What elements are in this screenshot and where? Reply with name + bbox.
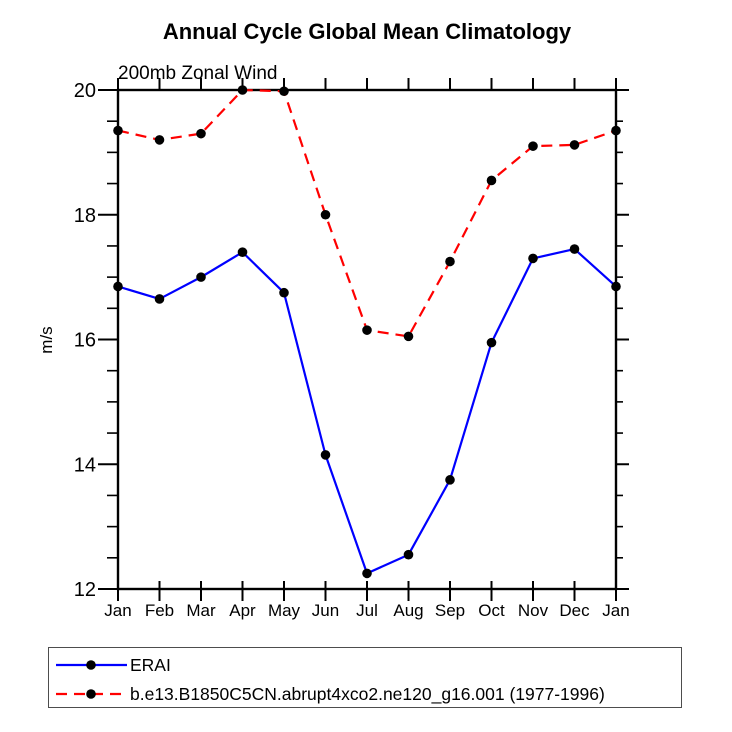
data-point-marker: [237, 85, 248, 95]
legend-item-erai: ERAI: [55, 655, 171, 675]
chart-subtitle: 200mb Zonal Wind: [118, 63, 277, 84]
legend-marker-dot-icon: [86, 660, 96, 670]
x-tick-label: Dec: [559, 601, 590, 620]
data-markers: [113, 85, 621, 579]
data-point-marker: [528, 141, 538, 151]
x-tick-label: Oct: [478, 601, 505, 620]
x-tick-label: Jul: [356, 601, 378, 620]
axis-tick-labels: Jan Feb Mar Apr May Jun Jul Aug Sep Oct Nov Dec Jan 1…: [74, 80, 630, 620]
data-point-marker: [611, 125, 621, 136]
data-point-marker: [320, 450, 331, 460]
chart-title: Annual Cycle Global Mean Climatology: [163, 19, 572, 44]
data-point-marker: [113, 281, 123, 292]
axes-frame: [98, 78, 629, 601]
legend-line-sample-solid-icon: [56, 660, 127, 670]
data-point-marker: [486, 175, 497, 186]
data-point-marker: [403, 549, 414, 560]
x-tick-label: Apr: [229, 601, 256, 620]
data-point-marker: [154, 135, 165, 145]
plot-frame: [116, 88, 618, 591]
data-point-marker: [362, 325, 372, 335]
data-point-marker: [320, 209, 331, 220]
legend-marker-dot-icon: [86, 689, 96, 699]
data-point-marker: [486, 337, 497, 348]
x-tick-label: Jan: [104, 601, 131, 620]
data-point-marker: [445, 475, 455, 485]
data-point-marker: [528, 253, 538, 264]
legend-box: ERAI b.e13.B1850C5CN.abrupt4xco2.ne120_g…: [48, 647, 682, 708]
series-line-1: [117, 88, 617, 338]
legend-label-erai: ERAI: [130, 654, 171, 675]
data-point-marker: [113, 125, 123, 136]
data-point-marker: [569, 244, 580, 254]
x-tick-label: Aug: [393, 601, 423, 620]
x-tick-label: Sep: [435, 601, 465, 620]
data-point-marker: [611, 281, 621, 292]
x-tick-label: May: [268, 601, 301, 620]
data-point-marker: [237, 247, 248, 257]
y-tick-label: 20: [74, 80, 96, 102]
x-tick-label: Feb: [145, 601, 174, 620]
data-point-marker: [569, 140, 580, 150]
y-axis-label: m/s: [37, 326, 56, 353]
y-tick-label: 14: [74, 454, 96, 476]
data-point-marker: [154, 294, 165, 304]
data-point-marker: [403, 331, 414, 342]
x-tick-label: Mar: [186, 601, 216, 620]
data-point-marker: [196, 272, 206, 282]
y-tick-label: 18: [74, 205, 96, 227]
data-point-marker: [362, 568, 372, 579]
y-tick-label: 12: [74, 579, 96, 601]
data-point-marker: [445, 256, 455, 267]
legend-item-model: b.e13.B1850C5CN.abrupt4xco2.ne120_g16.00…: [55, 684, 605, 704]
series-line-0: [117, 247, 617, 575]
data-point-marker: [279, 86, 289, 97]
legend-line-sample-dashed-icon: [56, 689, 127, 699]
x-tick-label: Jun: [312, 601, 339, 620]
y-tick-label: 16: [74, 330, 96, 352]
data-point-marker: [196, 128, 206, 139]
x-tick-label: Jan: [602, 601, 629, 620]
x-tick-label: Nov: [518, 601, 549, 620]
legend-label-model: b.e13.B1850C5CN.abrupt4xco2.ne120_g16.00…: [130, 683, 605, 704]
data-point-marker: [279, 287, 289, 298]
